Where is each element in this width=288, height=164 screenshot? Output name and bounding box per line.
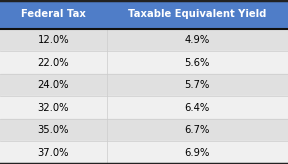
Text: 37.0%: 37.0% — [37, 148, 69, 158]
Text: 22.0%: 22.0% — [37, 58, 69, 68]
Text: 12.0%: 12.0% — [37, 35, 69, 45]
Bar — [0, 0, 288, 29]
Text: 4.9%: 4.9% — [185, 35, 210, 45]
Bar — [0, 96, 288, 119]
Text: 5.7%: 5.7% — [185, 80, 210, 90]
Text: 6.9%: 6.9% — [185, 148, 210, 158]
Bar — [0, 29, 288, 51]
Bar — [0, 74, 288, 96]
Bar — [0, 119, 288, 141]
Bar — [0, 51, 288, 74]
Text: Federal Tax: Federal Tax — [21, 9, 86, 19]
Text: 24.0%: 24.0% — [37, 80, 69, 90]
Text: 32.0%: 32.0% — [37, 103, 69, 113]
Text: 35.0%: 35.0% — [37, 125, 69, 135]
Text: 5.6%: 5.6% — [185, 58, 210, 68]
Bar — [0, 141, 288, 164]
Text: 6.4%: 6.4% — [185, 103, 210, 113]
Text: 6.7%: 6.7% — [185, 125, 210, 135]
Text: Taxable Equivalent Yield: Taxable Equivalent Yield — [128, 9, 266, 19]
